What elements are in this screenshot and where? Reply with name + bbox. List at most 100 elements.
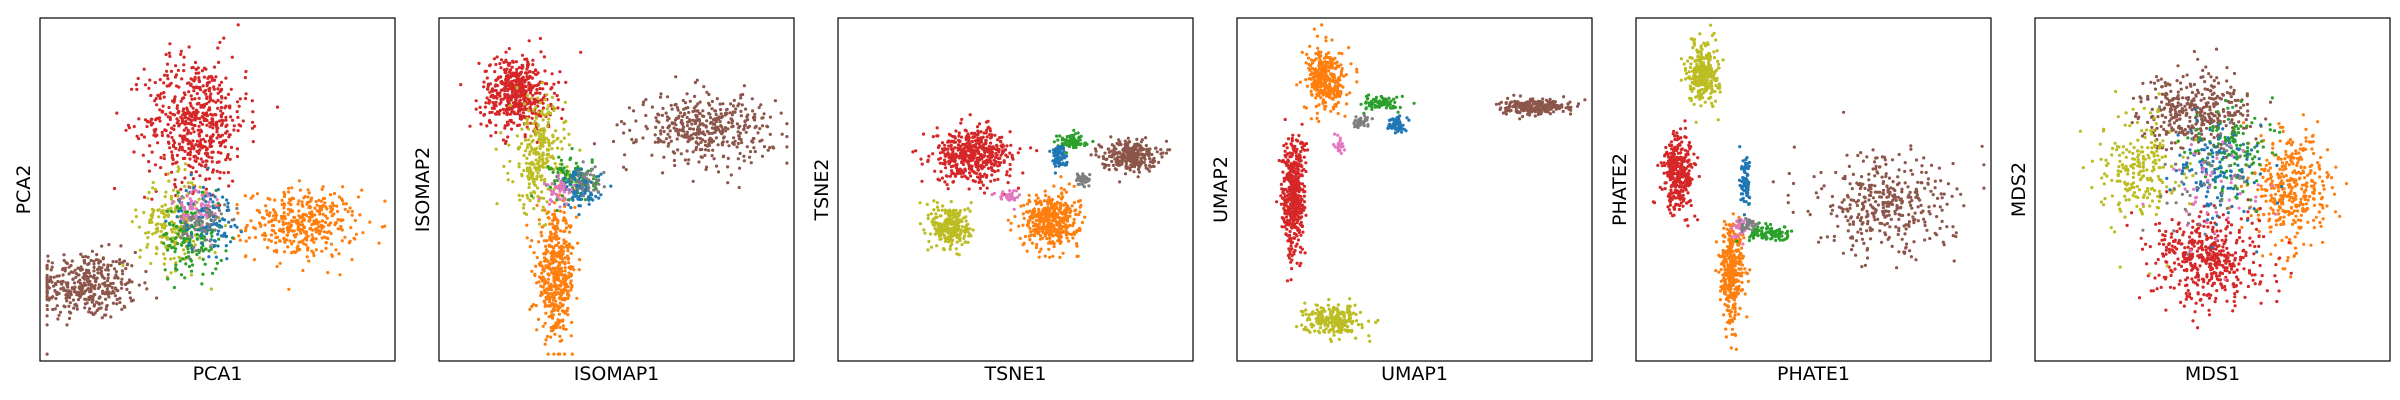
scatter-point	[560, 309, 565, 313]
scatter-point	[76, 298, 81, 302]
scatter-point	[609, 184, 613, 188]
scatter-point	[200, 236, 204, 240]
scatter-point	[89, 288, 93, 292]
scatter-point	[343, 235, 347, 239]
scatter-point	[208, 239, 212, 243]
scatter-point	[963, 174, 967, 178]
scatter-point	[224, 138, 228, 143]
scatter-point	[522, 206, 526, 210]
scatter-point	[968, 159, 972, 163]
scatter-point	[586, 183, 590, 187]
scatter-point	[1072, 221, 1076, 225]
scatter-point	[1031, 229, 1035, 233]
scatter-point	[213, 222, 217, 226]
scatter-point	[576, 241, 580, 245]
scatter-point	[296, 202, 300, 206]
scatter-point	[322, 196, 327, 201]
scatter-point	[1048, 231, 1052, 236]
scatter-point	[219, 100, 223, 104]
scatter-point	[157, 94, 162, 98]
scatter-point	[545, 153, 549, 157]
scatter-point	[515, 91, 519, 95]
scatter-point	[325, 207, 329, 211]
scatter-point	[550, 255, 554, 259]
scatter-point	[726, 165, 730, 169]
scatter-point	[740, 103, 744, 107]
scatter-point	[546, 352, 550, 356]
scatter-point	[148, 144, 152, 148]
scatter-point	[207, 100, 211, 104]
scatter-point	[183, 156, 187, 160]
scatter-point	[87, 261, 91, 266]
scatter-point	[981, 183, 985, 187]
scatter-point	[539, 50, 543, 54]
scatter-point	[688, 118, 692, 122]
scatter-point	[1045, 237, 1049, 241]
scatter-point	[196, 228, 200, 232]
scatter-point	[223, 203, 227, 207]
x-axis-label: ISOMAP1	[574, 363, 660, 385]
scatter-point	[950, 139, 954, 143]
scatter-point	[191, 183, 195, 187]
scatter-point	[191, 127, 195, 131]
scatter-point	[268, 197, 272, 201]
scatter-point	[180, 77, 184, 81]
scatter-point	[215, 123, 219, 127]
scatter-point	[566, 187, 570, 191]
scatter-point	[762, 112, 766, 116]
scatter-point	[1043, 189, 1047, 193]
scatter-point	[546, 148, 550, 152]
scatter-point	[175, 153, 179, 157]
scatter-point	[94, 258, 99, 262]
scatter-point	[561, 257, 565, 261]
scatter-point	[503, 94, 507, 98]
scatter-point	[285, 233, 289, 237]
scatter-point	[709, 116, 713, 120]
scatter-point	[479, 122, 483, 126]
scatter-point	[981, 160, 985, 164]
scatter-point	[981, 164, 985, 168]
scatter-point	[189, 122, 193, 126]
scatter-point	[494, 123, 498, 127]
scatter-point	[531, 303, 536, 307]
scatter-point	[199, 138, 203, 142]
scatter-point	[191, 166, 195, 170]
scatter-point	[585, 172, 589, 176]
scatter-point	[180, 200, 184, 205]
scatter-point	[340, 239, 344, 243]
scatter-point	[558, 301, 562, 305]
scatter-point	[1009, 221, 1013, 225]
scatter-point	[718, 102, 722, 106]
scatter-point	[558, 334, 562, 338]
scatter-point	[202, 103, 206, 107]
scatter-point	[918, 222, 923, 226]
scatter-point	[686, 162, 690, 166]
scatter-point	[555, 94, 559, 98]
scatter-point	[506, 106, 510, 110]
scatter-point	[1083, 215, 1087, 219]
scatter-point	[483, 105, 487, 109]
scatter-point	[178, 219, 182, 223]
scatter-point	[975, 133, 979, 137]
scatter-point	[552, 296, 557, 300]
scatter-point	[531, 63, 535, 67]
scatter-point	[582, 180, 587, 184]
scatter-point	[995, 144, 999, 148]
scatter-point	[354, 232, 358, 236]
scatter-point	[1058, 222, 1062, 226]
scatter-point	[224, 118, 228, 122]
scatter-point	[676, 116, 680, 120]
scatter-point	[597, 196, 601, 200]
scatter-point	[54, 296, 58, 301]
scatter-point	[926, 248, 930, 252]
scatter-point	[65, 283, 69, 287]
scatter-point	[556, 146, 560, 150]
scatter-point	[341, 202, 346, 206]
scatter-point	[665, 95, 670, 99]
scatter-point	[190, 269, 194, 273]
scatter-point	[532, 84, 537, 88]
scatter-point	[541, 151, 545, 155]
scatter-point	[226, 92, 231, 96]
scatter-point	[161, 104, 165, 108]
scatter-point	[583, 198, 588, 202]
